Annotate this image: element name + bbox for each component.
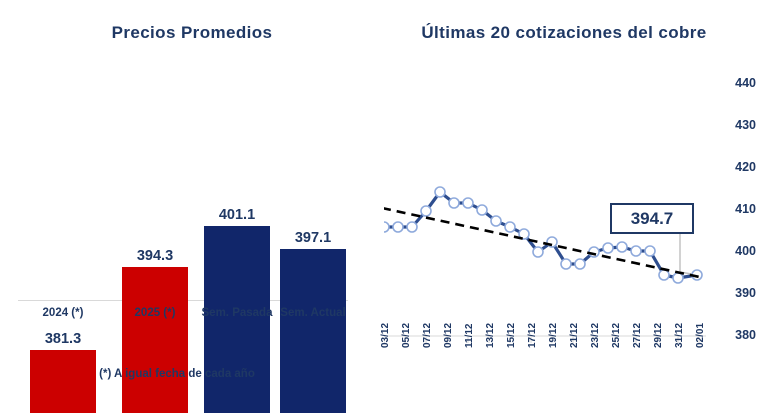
line-plot-svg [384, 186, 706, 343]
bar-value-label: 397.1 [294, 230, 332, 246]
y-axis-tick-430: 430 [735, 118, 756, 132]
x-axis-tick-label: 09/12 [443, 322, 454, 348]
y-axis-tick-410: 410 [735, 202, 756, 216]
x-axis-tick-label: 23/12 [590, 322, 601, 348]
bar-category-label: 2024 (*) [42, 307, 84, 319]
x-axis-tick-label: 25/12 [611, 322, 622, 348]
line-chart-title: Últimas 20 cotizaciones del cobre [421, 23, 707, 42]
bar-chart-footnote: (*) A igual fecha de cada año [99, 368, 255, 380]
bar-value-label: 381.3 [44, 331, 82, 347]
last-quote-callout: 394.7 [610, 203, 694, 234]
bar-category-label: 2025 (*) [134, 307, 176, 319]
y-axis-tick-380: 380 [735, 328, 756, 342]
x-axis-tick-label: 13/12 [485, 322, 496, 348]
bar-column: 394.3 [122, 113, 188, 413]
bar-rect[interactable] [280, 249, 346, 413]
bar-plot-area: 381.3 2024 (*) 394.3 2025 (*) 401.1 Sem.… [18, 113, 348, 413]
y-axis-tick-440: 440 [735, 76, 756, 90]
callout-leader-line [679, 234, 698, 276]
bar-column: 397.1 [280, 113, 346, 413]
bar-rect[interactable] [122, 267, 188, 413]
line-chart-panel: Últimas 20 cotizaciones del cobre 440 43… [380, 0, 768, 413]
x-axis-tick-label: 31/12 [674, 322, 685, 348]
x-axis-tick-label: 05/12 [401, 322, 412, 348]
x-axis-tick-label: 19/12 [548, 322, 559, 348]
bar-rect[interactable] [30, 350, 96, 413]
y-axis-tick-390: 390 [735, 286, 756, 300]
x-axis-tick-label: 11/12 [464, 323, 475, 348]
bar-category-label: Sem. Pasada [201, 307, 273, 319]
bar-category-label: Sem. Actual [280, 307, 346, 319]
x-axis-tick-label: 07/12 [422, 322, 433, 348]
trend-line [384, 207, 705, 280]
x-axis-tick-label: 21/12 [569, 322, 580, 348]
bar-column: 381.3 [30, 113, 96, 413]
x-axis-tick-label: 17/12 [527, 322, 538, 348]
x-axis-ticks [384, 336, 700, 343]
bar-chart-panel: Precios Promedios 381.3 2024 (*) 394.3 2… [18, 23, 348, 413]
x-axis-tick-label: 27/12 [632, 322, 643, 348]
x-axis-tick-label: 29/12 [653, 322, 664, 348]
bar-value-label: 401.1 [218, 207, 256, 223]
y-axis-tick-420: 420 [735, 160, 756, 174]
x-axis-tick-label: 02/01 [695, 322, 706, 348]
x-axis-tick-label: 15/12 [506, 322, 517, 348]
bar-rect[interactable] [204, 226, 270, 413]
y-axis-tick-400: 400 [735, 244, 756, 258]
bar-value-label: 394.3 [136, 248, 174, 264]
bar-column: 401.1 [204, 113, 270, 413]
bar-chart-title: Precios Promedios [111, 23, 273, 42]
x-axis-tick-label: 03/12 [380, 322, 391, 348]
